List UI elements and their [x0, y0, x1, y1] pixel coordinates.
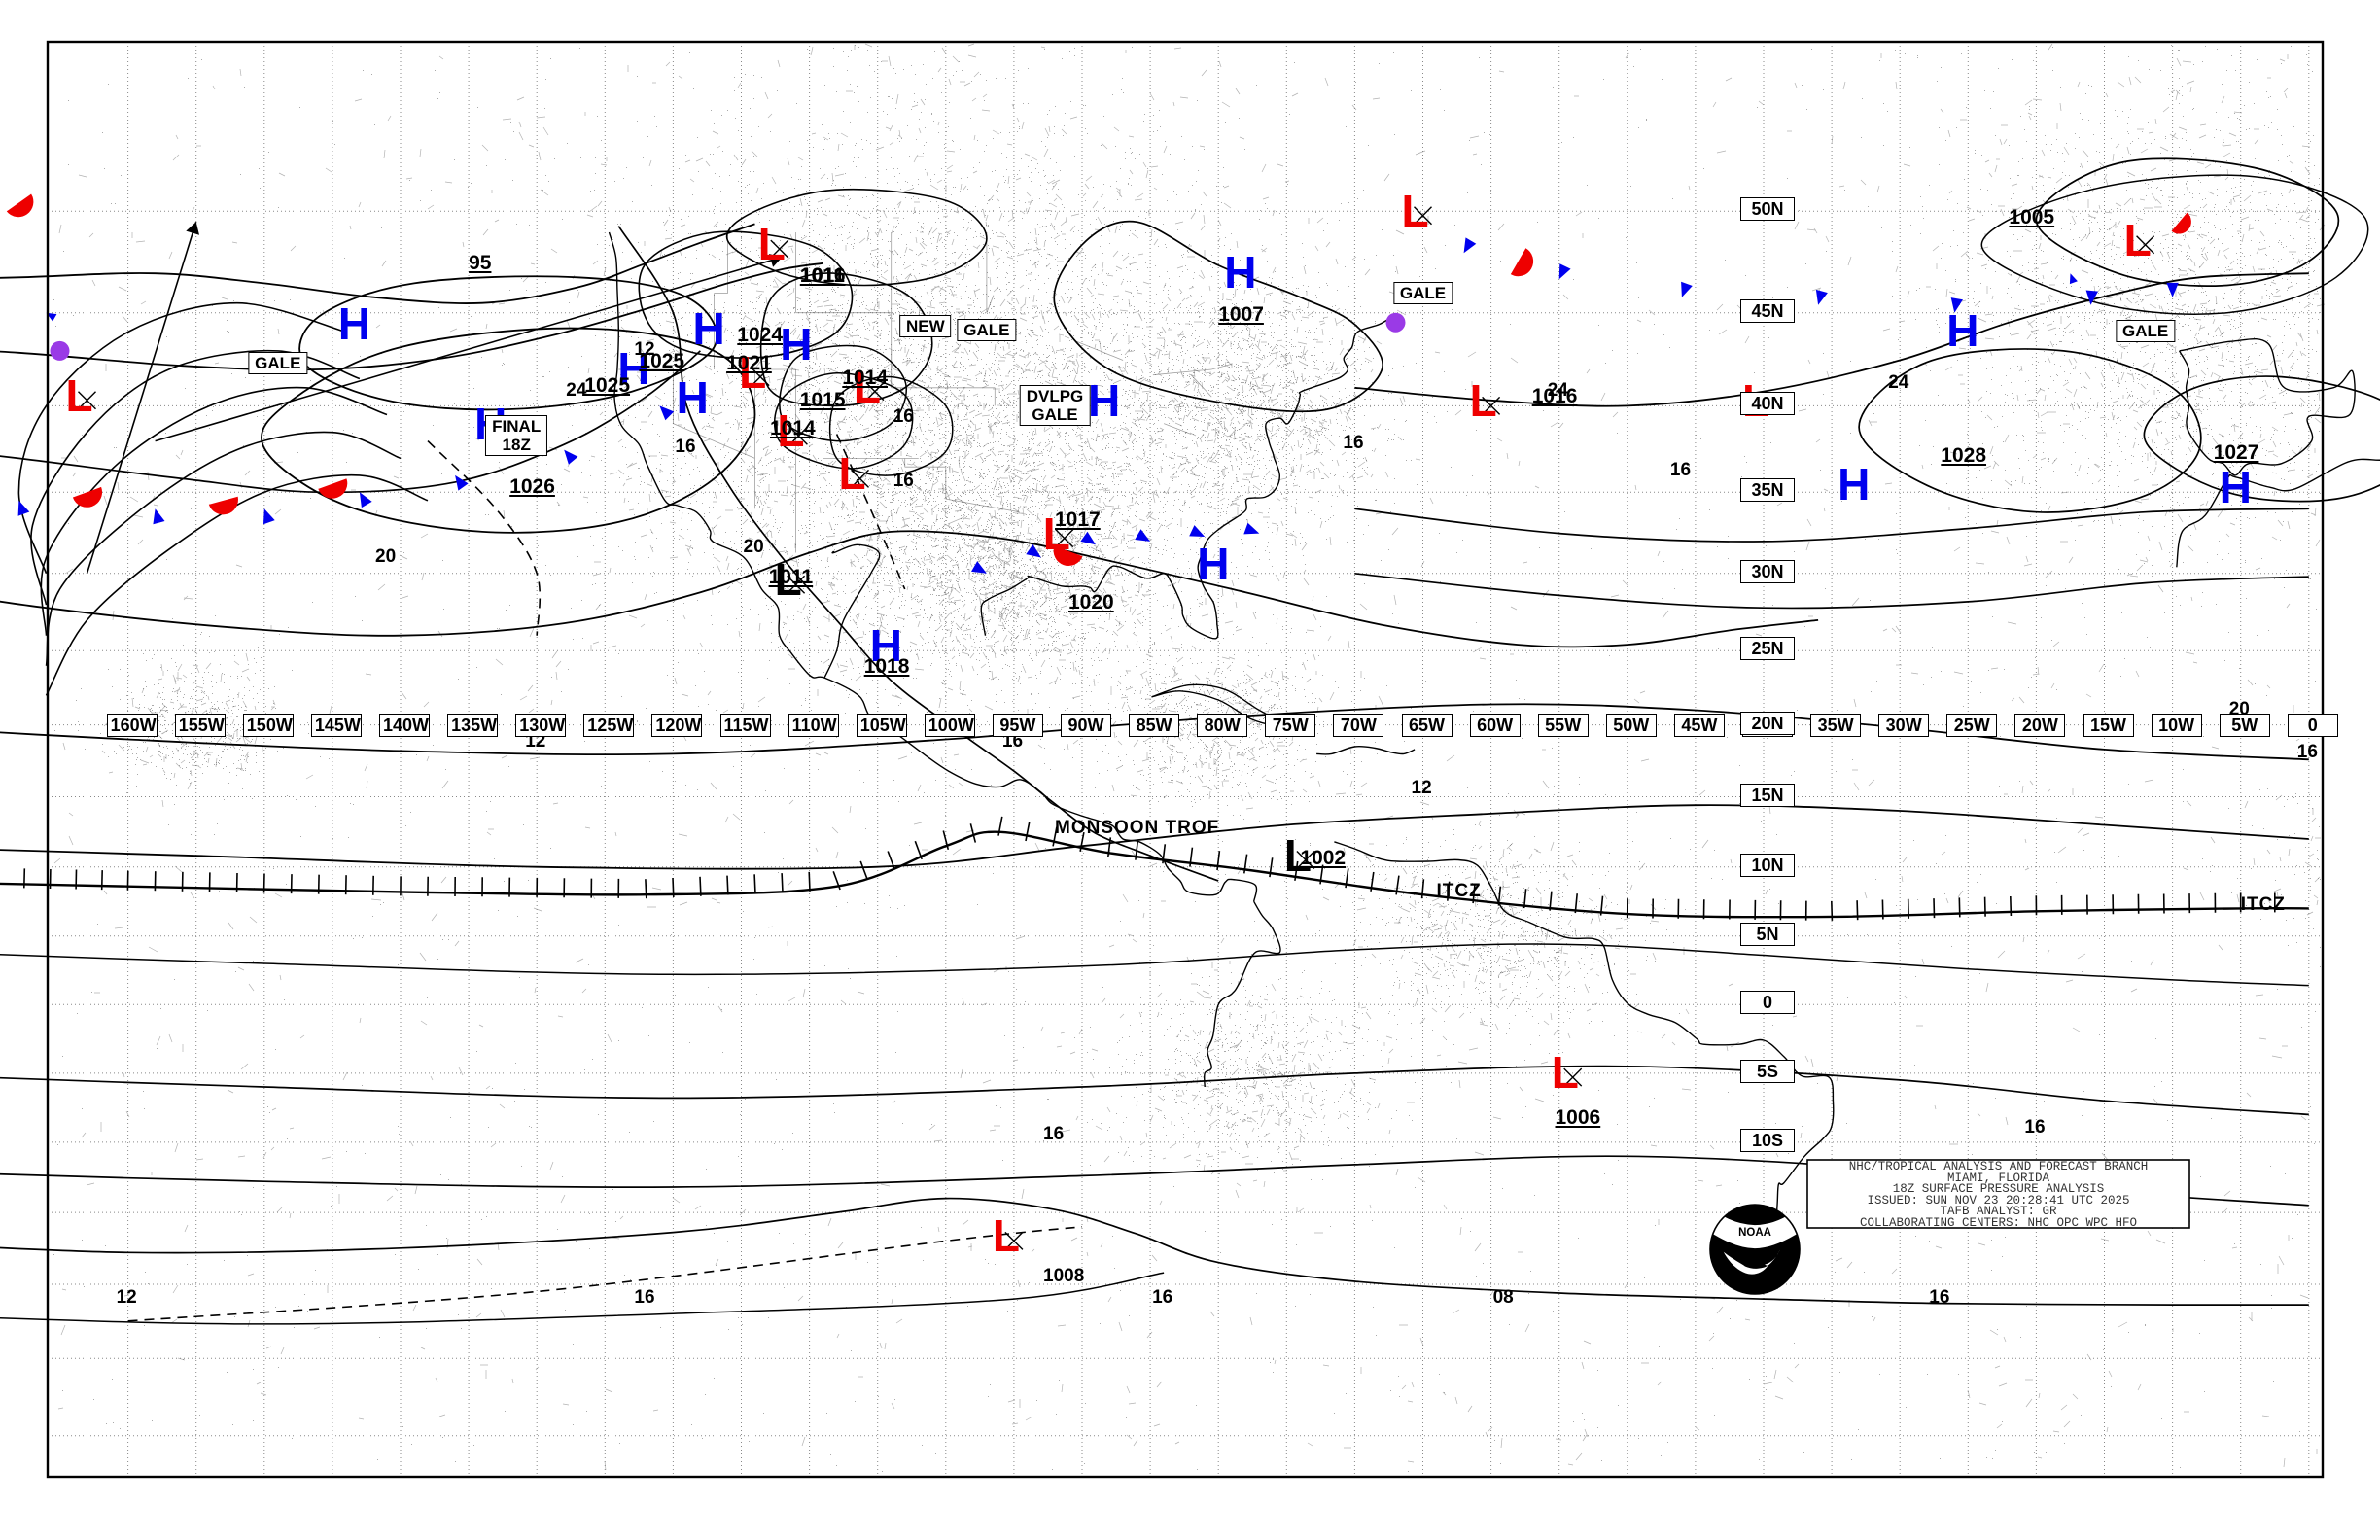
svg-text:NOAA: NOAA [1738, 1227, 1771, 1239]
